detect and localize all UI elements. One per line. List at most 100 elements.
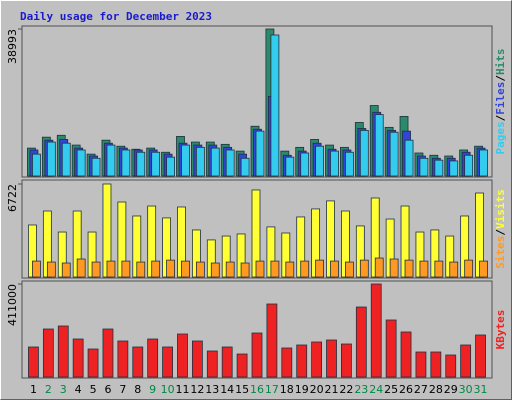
bar xyxy=(106,260,116,278)
x-tick-label: 5 xyxy=(90,383,97,396)
bar xyxy=(345,261,354,278)
x-tick-label: 2 xyxy=(45,383,52,396)
bar xyxy=(330,150,339,177)
bar xyxy=(225,149,235,177)
bar xyxy=(404,139,414,177)
legend: Sites/Visits xyxy=(494,189,507,269)
bar xyxy=(345,151,354,177)
bar xyxy=(181,144,190,177)
bar xyxy=(236,353,248,378)
bar xyxy=(117,340,129,378)
bar xyxy=(191,340,203,378)
bar xyxy=(210,262,220,278)
bar xyxy=(225,261,235,278)
x-tick-label: 17 xyxy=(265,383,279,396)
bar xyxy=(460,344,472,378)
x-tick-label: 23 xyxy=(354,383,368,396)
bar xyxy=(359,129,369,177)
bar xyxy=(151,151,161,177)
bar xyxy=(389,131,399,177)
bar xyxy=(430,351,442,378)
x-tick-label: 29 xyxy=(444,383,458,396)
y-tick-label: 411000 xyxy=(6,284,19,326)
bar xyxy=(270,260,280,278)
bar xyxy=(270,34,280,177)
x-tick-label: 24 xyxy=(369,383,383,396)
x-tick-label: 22 xyxy=(339,383,353,396)
bar xyxy=(255,260,265,278)
x-tick-label: 13 xyxy=(205,383,219,396)
bar xyxy=(355,306,367,378)
bar xyxy=(136,151,146,177)
bar xyxy=(400,331,412,378)
legend-entry: KBytes xyxy=(494,310,507,350)
x-tick-label: 12 xyxy=(190,383,204,396)
x-tick-label: 27 xyxy=(414,383,428,396)
x-tick-label: 31 xyxy=(474,383,488,396)
legend-entry: Sites xyxy=(494,236,507,269)
bar xyxy=(181,260,190,278)
bar xyxy=(206,350,218,378)
bar xyxy=(266,303,278,378)
bar xyxy=(326,339,337,378)
bar xyxy=(285,156,295,177)
bar xyxy=(151,260,161,278)
x-tick-label: 8 xyxy=(134,383,141,396)
bar xyxy=(464,154,474,177)
bar xyxy=(479,260,488,278)
bar xyxy=(341,343,352,378)
chart-title: Daily usage for December 2023 xyxy=(20,10,212,23)
bar xyxy=(300,152,310,177)
bar xyxy=(76,258,86,278)
x-tick-label: 11 xyxy=(175,383,189,396)
x-tick-label: 9 xyxy=(149,383,156,396)
bar xyxy=(132,346,144,378)
bar xyxy=(281,347,293,378)
x-tick-label: 26 xyxy=(399,383,413,396)
legend-separator: / xyxy=(494,75,507,82)
bar xyxy=(404,259,414,278)
x-tick-label: 25 xyxy=(384,383,398,396)
bar xyxy=(87,348,99,378)
bar xyxy=(240,262,250,278)
bar xyxy=(121,149,131,177)
bar xyxy=(46,261,56,278)
x-tick-label: 14 xyxy=(220,383,234,396)
bar xyxy=(449,160,459,177)
bar xyxy=(389,258,399,278)
x-tick-label: 10 xyxy=(161,383,175,396)
bar xyxy=(91,157,101,177)
bar xyxy=(434,260,444,278)
bar xyxy=(359,259,369,278)
bar xyxy=(195,261,205,278)
x-tick-label: 20 xyxy=(310,383,324,396)
x-tick-label: 3 xyxy=(60,383,67,396)
bar xyxy=(147,338,159,378)
bar xyxy=(285,261,295,278)
bar xyxy=(374,257,384,278)
bar xyxy=(210,147,220,177)
bar xyxy=(315,145,325,177)
bar xyxy=(251,332,263,378)
x-tick-label: 21 xyxy=(325,383,339,396)
x-tick-label: 18 xyxy=(280,383,294,396)
x-tick-label: 16 xyxy=(250,383,264,396)
x-tick-label: 1 xyxy=(30,383,37,396)
bar xyxy=(76,149,86,177)
bar xyxy=(311,341,323,378)
bar xyxy=(479,149,488,177)
bar xyxy=(255,130,265,177)
bar xyxy=(91,261,101,278)
legend-separator: / xyxy=(494,229,507,236)
legend: KBytes xyxy=(494,310,507,350)
bar xyxy=(162,346,173,378)
bar xyxy=(296,344,308,378)
bar xyxy=(136,261,146,278)
bar xyxy=(195,146,205,177)
bar xyxy=(415,351,427,378)
bar xyxy=(102,328,114,378)
bar xyxy=(166,156,175,177)
bar xyxy=(370,283,382,378)
x-tick-label: 4 xyxy=(75,383,82,396)
